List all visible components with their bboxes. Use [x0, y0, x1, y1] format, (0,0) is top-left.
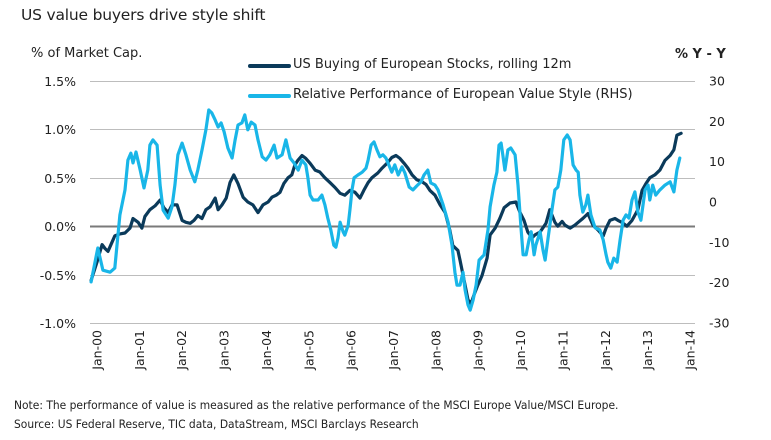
left-tick-label: 0.0% [44, 219, 76, 234]
right-tick-label: -30 [709, 316, 729, 331]
right-axis-label: % Y - Y [675, 47, 726, 62]
x-tick-label: Jan-08 [428, 330, 443, 371]
right-tick-label: 10 [709, 154, 725, 169]
chart-title: US value buyers drive style shift [21, 6, 266, 24]
legend-swatch-us-buying [248, 64, 291, 68]
x-tick-label: Jan-05 [301, 330, 316, 371]
x-axis-ticks: Jan-00 Jan-01 Jan-02 Jan-03 Jan-04 Jan-05 Jan-… [90, 330, 698, 371]
x-tick-label: Jan-07 [386, 330, 401, 371]
series-lines [89, 108, 683, 312]
x-tick-label: Jan-04 [259, 330, 274, 371]
left-tick-label: 1.5% [44, 74, 76, 89]
x-tick-label: Jan-13 [640, 330, 655, 371]
x-tick-label: Jan-01 [132, 330, 147, 371]
left-tick-label: 1.0% [44, 122, 76, 137]
left-axis-ticks: 1.5% 1.0% 0.5% 0.0% -0.5% -1.0% [40, 74, 76, 331]
left-tick-label: -1.0% [40, 316, 76, 331]
legend-swatch-relative-performance [248, 94, 291, 98]
left-tick-label: -0.5% [40, 268, 76, 283]
gridlines [90, 81, 695, 324]
right-tick-label: 20 [709, 114, 725, 129]
right-tick-label: 0 [709, 195, 717, 210]
right-tick-label: -10 [709, 235, 729, 250]
left-axis-label: % of Market Cap. [31, 46, 143, 61]
right-tick-label: 30 [709, 74, 725, 89]
x-tick-label: Jan-02 [174, 330, 189, 371]
x-tick-label: Jan-14 [683, 330, 698, 371]
x-tick-label: Jan-06 [344, 330, 359, 371]
x-tick-label: Jan-09 [471, 330, 486, 371]
footnote: Note: The performance of value is measur… [14, 398, 619, 412]
legend-label-relative-performance: Relative Performance of European Value S… [293, 87, 633, 102]
legend-label-us-buying: US Buying of European Stocks, rolling 12… [293, 57, 572, 72]
x-tick-label: Jan-00 [90, 330, 105, 371]
x-tick-label: Jan-03 [217, 330, 232, 371]
right-tick-label: -20 [709, 275, 729, 290]
right-axis-ticks: 30 20 10 0 -10 -20 -30 [709, 74, 729, 331]
x-tick-label: Jan-11 [555, 330, 570, 371]
x-tick-label: Jan-10 [513, 330, 528, 371]
x-tick-label: Jan-12 [598, 330, 613, 371]
left-tick-label: 0.5% [44, 171, 76, 186]
source-note: Source: US Federal Reserve, TIC data, Da… [14, 417, 419, 431]
series-line-relative-performance [89, 108, 682, 312]
